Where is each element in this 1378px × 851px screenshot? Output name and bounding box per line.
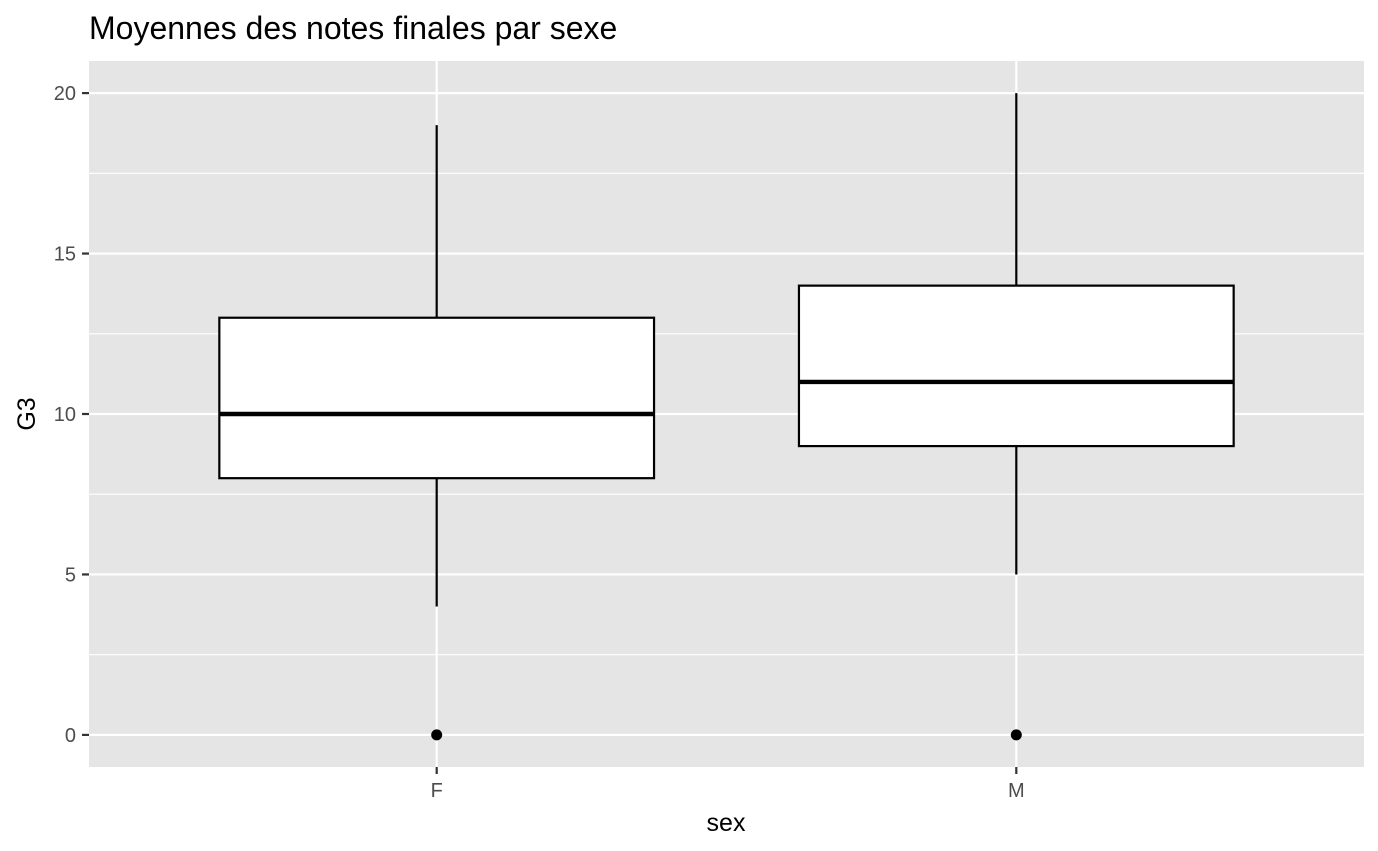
boxes-layer <box>218 93 1235 741</box>
chart-title: Moyennes des notes finales par sexe <box>89 10 617 46</box>
y-tick-label: 15 <box>54 244 76 266</box>
box-iqr <box>218 316 656 480</box>
x-tick-label: F <box>431 780 443 802</box>
y-tick-label: 20 <box>54 83 76 105</box>
y-tick-label: 10 <box>54 404 76 426</box>
y-tick-label: 0 <box>65 725 76 747</box>
y-axis-title: G3 <box>13 397 41 430</box>
outlier-point <box>431 729 443 741</box>
box-iqr <box>797 284 1235 448</box>
y-tick-label: 5 <box>65 564 76 586</box>
box-F <box>218 125 656 741</box>
y-axis: 0 5 10 15 20 <box>54 83 89 747</box>
x-axis-title: sex <box>707 809 746 837</box>
x-tick-label: M <box>1008 780 1025 802</box>
box-M <box>797 93 1235 741</box>
outlier-point <box>1010 729 1022 741</box>
